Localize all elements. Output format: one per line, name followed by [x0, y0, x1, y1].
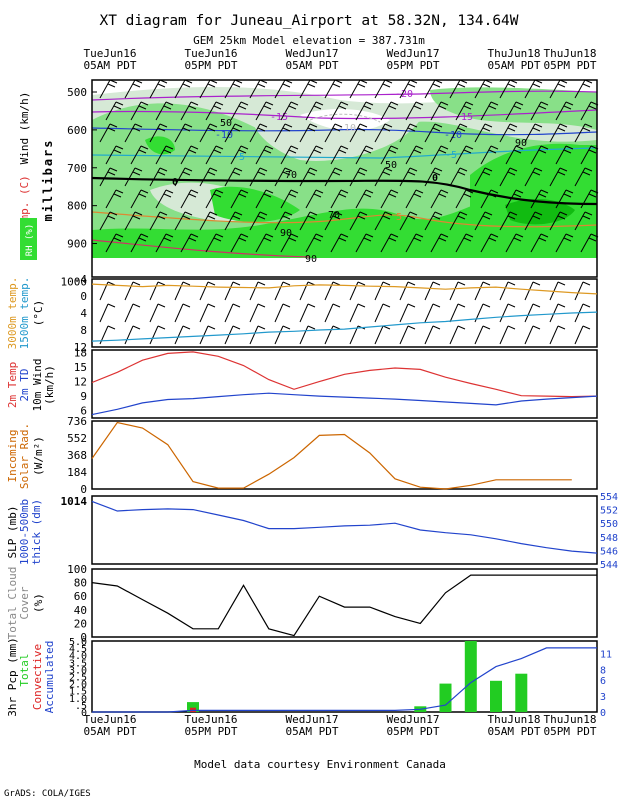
rh-shading	[92, 87, 597, 258]
temp-label: -10	[444, 130, 462, 141]
y-tick: 20	[74, 617, 87, 630]
temp-label: -5	[445, 150, 457, 161]
rh-label: 70	[328, 210, 340, 221]
pressure-tick: 500	[67, 86, 87, 99]
y-tick: 100	[67, 563, 87, 576]
label-percent: (%)	[32, 593, 45, 613]
time-label-hour: 05AM PDT	[488, 59, 541, 72]
y-tick: -4	[74, 273, 88, 286]
rh-label: 90	[280, 228, 292, 239]
chart-subtitle: GEM 25km Model elevation = 387.731m	[193, 34, 425, 47]
time-label-hour: 05AM PDT	[84, 725, 137, 738]
y-tick-right: 6	[600, 676, 606, 687]
y-tick-right: 3	[600, 692, 606, 703]
time-label-hour: 05PM PDT	[387, 59, 440, 72]
label-cover: Cover	[18, 586, 31, 619]
time-label-hour: 05AM PDT	[286, 725, 339, 738]
pressure-tick: 900	[67, 238, 87, 251]
y-tick-left: 5.0	[69, 637, 87, 648]
precip-bar-total	[515, 674, 527, 712]
label-2m-td: 2m TD	[18, 368, 31, 401]
pressure-tick: 600	[67, 124, 87, 137]
pressure-tick: 700	[67, 162, 87, 175]
label-millibars: millibars	[41, 138, 55, 221]
y-tick: 736	[67, 415, 87, 428]
y-tick: 60	[74, 590, 87, 603]
label-thick-dm: thick (dm)	[30, 499, 43, 565]
y-tick: 368	[67, 449, 87, 462]
panel-cross-section: 50 50 70 70 90 90 90 -20 -15 -15 -10 -10…	[92, 80, 598, 277]
y-tick-left: 1014	[61, 495, 88, 508]
y-tick-right: 550	[600, 519, 618, 530]
y-tick: 9	[80, 390, 87, 403]
y-tick: 4	[80, 307, 87, 320]
y-tick-right: 548	[600, 533, 618, 544]
rh-label: 70	[285, 170, 297, 181]
pressure-tick: 800	[67, 200, 87, 213]
y-tick: 18	[74, 346, 87, 359]
time-label-hour: 05AM PDT	[286, 59, 339, 72]
time-label-hour: 05PM PDT	[185, 725, 238, 738]
y-tick: 552	[67, 432, 87, 445]
precip-bar-total	[490, 681, 502, 712]
y-tick-right: 8	[600, 665, 606, 676]
label-total: Total	[18, 653, 31, 686]
label-wm2: (W/m²)	[32, 436, 45, 476]
label-accumulated: Accumulated	[43, 641, 56, 714]
label-degc: (°C)	[32, 300, 45, 327]
rh-label: 90	[305, 254, 317, 265]
chart-title: XT diagram for Juneau_Airport at 58.32N,…	[99, 13, 518, 29]
label-wind-kmh: Wind (km/h)	[18, 92, 31, 165]
time-label-hour: 05AM PDT	[488, 725, 541, 738]
y-tick: 80	[74, 577, 87, 590]
y-tick: 40	[74, 604, 87, 617]
time-label-hour: 05PM PDT	[185, 59, 238, 72]
footer-grads: GrADS: COLA/IGES	[4, 789, 91, 799]
time-label-hour: 05PM PDT	[387, 725, 440, 738]
label-solar-rad: Solar Rad.	[18, 423, 31, 489]
precip-bar-total	[440, 684, 452, 712]
y-tick: 0	[80, 290, 87, 303]
precip-bar-total	[465, 641, 477, 712]
label-1500m: 1500m temp.	[18, 277, 31, 350]
rh-label: 50	[385, 160, 397, 171]
footer-credit: Model data courtesy Environment Canada	[194, 758, 446, 771]
temp-label: -15	[270, 112, 288, 123]
y-tick: 8	[80, 324, 87, 337]
y-tick-right: 544	[600, 560, 618, 571]
label-rh: RH (%)	[25, 224, 35, 257]
y-tick: 12	[74, 376, 87, 389]
y-tick-right: 546	[600, 546, 618, 557]
y-tick-right: 0	[600, 708, 606, 719]
temp-label: 0	[432, 173, 438, 184]
label-kmh: (km/h)	[43, 365, 56, 405]
y-tick-right: 11	[600, 649, 612, 660]
y-tick-right: 552	[600, 506, 618, 517]
time-label-hour: 05AM PDT	[84, 59, 137, 72]
temp-label: -10	[338, 123, 356, 134]
y-tick: 184	[67, 466, 87, 479]
y-tick-right: 554	[600, 492, 618, 503]
rh-label: 90	[515, 138, 527, 149]
time-label-hour: 05PM PDT	[544, 59, 597, 72]
y-tick: 15	[74, 361, 87, 374]
time-label-hour: 05PM PDT	[544, 725, 597, 738]
temp-label: 5	[396, 212, 402, 223]
rh-label: 50	[220, 118, 232, 129]
